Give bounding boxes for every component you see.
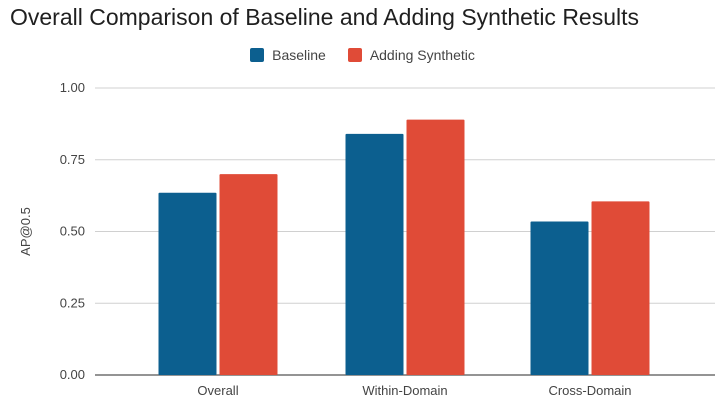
- y-tick-label: 0.00: [60, 367, 85, 382]
- bar-baseline-within-domain: [345, 133, 404, 375]
- y-tick-label: 0.25: [60, 295, 85, 310]
- legend-swatch-adding-synthetic: [347, 48, 362, 62]
- chart-title: Overall Comparison of Baseline and Addin…: [10, 4, 640, 30]
- y-axis-title: AP@0.5: [18, 207, 33, 256]
- bar-adding-synthetic-overall: [219, 174, 278, 375]
- bar-adding-synthetic-cross-domain: [591, 201, 650, 375]
- legend-item-baseline: Baseline: [250, 47, 326, 63]
- y-tick-label: 0.75: [60, 152, 85, 167]
- x-tick-label: Within-Domain: [362, 383, 447, 398]
- y-tick-label: 0.50: [60, 224, 85, 239]
- x-tick-label: Overall: [197, 383, 238, 398]
- bar-adding-synthetic-within-domain: [406, 119, 465, 375]
- legend-label-adding-synthetic: Adding Synthetic: [369, 47, 475, 63]
- bar-baseline-overall: [158, 192, 217, 375]
- y-tick-label: 1.00: [60, 80, 85, 95]
- legend-swatch-baseline: [250, 48, 265, 62]
- bar-baseline-cross-domain: [530, 221, 589, 375]
- legend: Baseline Adding Synthetic: [0, 47, 725, 63]
- legend-item-adding-synthetic: Adding Synthetic: [347, 47, 475, 63]
- legend-label-baseline: Baseline: [272, 47, 326, 63]
- x-tick-label: Cross-Domain: [548, 383, 631, 398]
